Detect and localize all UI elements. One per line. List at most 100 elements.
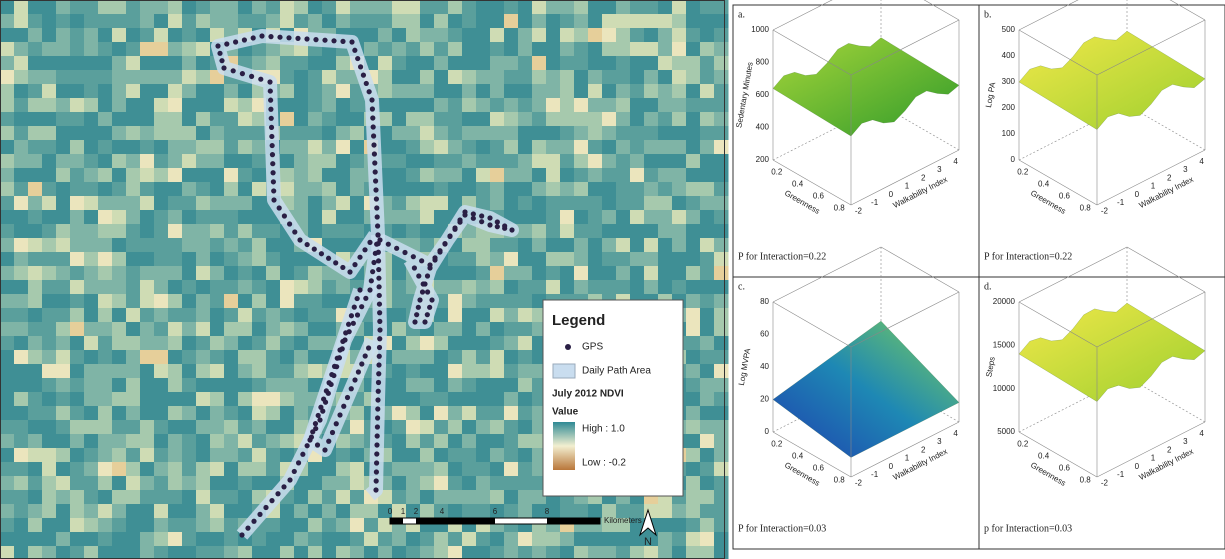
z-tick-label: 80 (760, 297, 769, 306)
ndvi-cell (476, 42, 491, 57)
z-tick-label: 5000 (997, 427, 1015, 436)
ndvi-cell (70, 154, 85, 169)
ndvi-cell (518, 392, 533, 407)
ndvi-cell (336, 476, 351, 491)
ndvi-cell (210, 406, 225, 421)
ndvi-cell (252, 126, 267, 141)
gps-point (386, 242, 391, 247)
ndvi-cell (84, 462, 99, 477)
z-tick-label: 40 (760, 362, 769, 371)
ndvi-cell (84, 182, 99, 197)
ndvi-cell (406, 0, 421, 15)
ndvi-cell (686, 28, 701, 43)
ndvi-cell (350, 406, 365, 421)
ndvi-cell (532, 112, 547, 127)
ndvi-cell (588, 14, 603, 29)
ndvi-cell (560, 126, 575, 141)
ndvi-cell (14, 224, 29, 239)
ndvi-cell (28, 434, 43, 449)
y-tick-label: -1 (1117, 198, 1125, 207)
ndvi-cell (322, 224, 337, 239)
ndvi-cell (140, 280, 155, 295)
ndvi-cell (616, 84, 631, 99)
ndvi-cell (672, 14, 687, 29)
ndvi-cell (672, 112, 687, 127)
ndvi-cell (630, 140, 645, 155)
ndvi-cell (504, 448, 519, 463)
ndvi-cell (546, 532, 561, 547)
ndvi-cell (378, 28, 393, 43)
ndvi-cell (714, 28, 729, 43)
ndvi-cell (252, 140, 267, 155)
ndvi-cell (238, 168, 253, 183)
ndvi-cell (112, 378, 127, 393)
ndvi-cell (84, 392, 99, 407)
ndvi-cell (154, 14, 169, 29)
ndvi-cell (182, 42, 197, 57)
ndvi-cell (252, 546, 267, 559)
gps-point (268, 88, 273, 93)
ndvi-cell (42, 378, 57, 393)
gps-point (300, 452, 305, 457)
ndvi-cell (168, 168, 183, 183)
ndvi-cell (490, 182, 505, 197)
ndvi-cell (182, 70, 197, 85)
ndvi-cell (462, 98, 477, 113)
ndvi-cell (126, 98, 141, 113)
ndvi-cell (308, 518, 323, 533)
ndvi-cell (700, 294, 715, 309)
ndvi-cell (658, 28, 673, 43)
ndvi-cell (98, 532, 113, 547)
ndvi-cell (392, 28, 407, 43)
ndvi-cell (0, 420, 15, 435)
ndvi-cell (518, 210, 533, 225)
ndvi-cell (238, 462, 253, 477)
ndvi-cell (588, 0, 603, 15)
ndvi-cell (518, 42, 533, 57)
gps-point (427, 265, 432, 270)
ndvi-cell (56, 266, 71, 281)
ndvi-cell (28, 56, 43, 71)
ndvi-cell (266, 434, 281, 449)
ndvi-cell (266, 350, 281, 365)
ndvi-cell (714, 406, 729, 421)
ndvi-cell (182, 378, 197, 393)
ndvi-cell (14, 0, 29, 15)
ndvi-cell (238, 350, 253, 365)
z-tick-label: 800 (756, 58, 770, 67)
ndvi-cell (42, 266, 57, 281)
gps-point (372, 151, 377, 156)
ndvi-cell (686, 308, 701, 323)
ndvi-cell (168, 406, 183, 421)
ndvi-cell (714, 546, 729, 559)
ndvi-cell (84, 42, 99, 57)
ndvi-cell (686, 266, 701, 281)
gps-point (495, 224, 500, 229)
ndvi-cell (154, 378, 169, 393)
ndvi-cell (224, 336, 239, 351)
ndvi-cell (490, 28, 505, 43)
ndvi-cell (98, 294, 113, 309)
ndvi-cell (350, 0, 365, 15)
ndvi-cell (112, 14, 127, 29)
ndvi-cell (686, 238, 701, 253)
ndvi-cell (490, 490, 505, 505)
ndvi-cell (504, 490, 519, 505)
gps-point (370, 115, 375, 120)
ndvi-cell (182, 0, 197, 15)
ndvi-cell (700, 168, 715, 183)
ndvi-cell (196, 434, 211, 449)
ndvi-cell (476, 84, 491, 99)
gps-point (319, 251, 324, 256)
ndvi-cell (532, 56, 547, 71)
ndvi-cell (0, 84, 15, 99)
ndvi-cell (700, 56, 715, 71)
ndvi-cell (518, 280, 533, 295)
ndvi-cell (168, 434, 183, 449)
ndvi-cell (280, 546, 295, 559)
ndvi-cell (0, 336, 15, 351)
ndvi-cell (658, 252, 673, 267)
gps-point (420, 289, 425, 294)
ndvi-cell (140, 56, 155, 71)
gps-point (374, 478, 379, 483)
